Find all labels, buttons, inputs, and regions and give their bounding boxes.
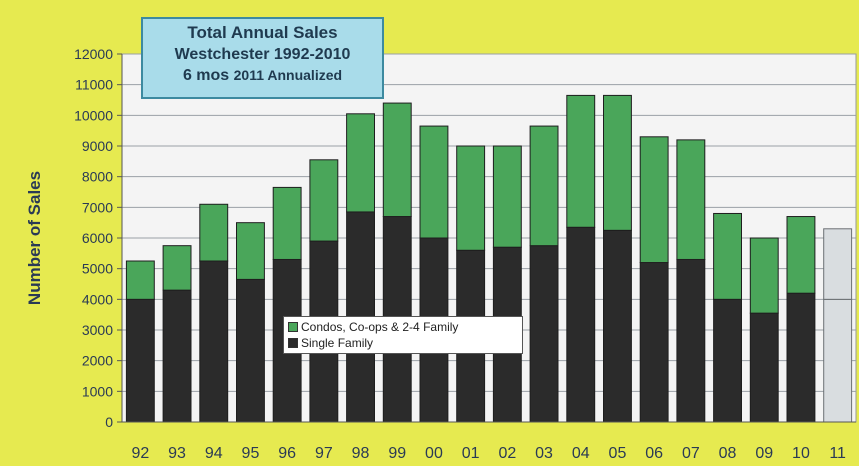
y-tick-label: 9000	[82, 138, 113, 154]
legend-swatch-single-family	[288, 338, 298, 348]
y-tick-label: 12000	[74, 46, 113, 62]
y-tick-label: 3000	[82, 322, 113, 338]
y-tick-label: 2000	[82, 353, 113, 369]
bar-condos-09	[749, 237, 779, 314]
bar-condos-94	[199, 203, 229, 262]
y-tick-label: 5000	[82, 261, 113, 277]
bar-single-family-11	[823, 298, 853, 423]
bar-single-family-07	[676, 258, 706, 423]
chart-legend: Condos, Co-ops & 2-4 Family Single Famil…	[283, 316, 523, 354]
x-tick-label: 09	[755, 445, 773, 462]
title-line-1: Total Annual Sales	[187, 23, 338, 42]
x-tick-label: 05	[609, 445, 627, 462]
x-tick-label: 04	[572, 445, 590, 462]
y-tick-label: 4000	[82, 291, 113, 307]
bar-condos-11	[823, 228, 853, 300]
bar-condos-96	[272, 186, 302, 260]
bar-condos-92	[125, 260, 155, 300]
legend-item-condos: Condos, Co-ops & 2-4 Family	[288, 319, 518, 335]
x-tick-label: 95	[242, 445, 260, 462]
bar-single-family-94	[199, 260, 229, 423]
x-tick-label: 00	[425, 445, 443, 462]
y-axis-label: Number of Sales	[25, 171, 44, 305]
bar-condos-01	[456, 145, 486, 251]
bar-condos-98	[346, 113, 375, 213]
bar-condos-95	[236, 222, 265, 280]
bar-single-family-92	[125, 298, 155, 423]
title-line-3-bold: 6 mos	[182, 67, 230, 84]
bar-condos-08	[713, 212, 742, 300]
bar-condos-99	[382, 102, 412, 218]
bar-single-family-04	[566, 226, 596, 423]
y-tick-label: 6000	[82, 230, 113, 246]
bar-condos-03	[529, 125, 559, 247]
x-tick-label: 10	[792, 445, 810, 462]
y-tick-label: 11000	[75, 77, 113, 93]
x-tick-label: 99	[388, 445, 406, 462]
x-tick-label: 94	[205, 445, 223, 462]
title-line-3-rest: 2011 Annualized	[233, 67, 343, 83]
bar-condos-10	[786, 216, 816, 294]
bar-single-family-09	[749, 312, 779, 423]
bar-condos-06	[639, 136, 669, 264]
x-tick-label: 01	[462, 445, 480, 462]
x-tick-label: 06	[645, 445, 663, 462]
y-tick-label: 7000	[82, 199, 113, 215]
legend-label-condos: Condos, Co-ops & 2-4 Family	[301, 320, 459, 334]
bar-single-family-05	[603, 229, 632, 423]
x-tick-label: 07	[682, 445, 700, 462]
x-tick-label: 02	[498, 445, 516, 462]
title-line-2: Westchester 1992-2010	[174, 46, 351, 63]
bar-condos-93	[162, 245, 192, 291]
bar-condos-00	[419, 125, 449, 239]
bar-single-family-03	[529, 245, 559, 423]
x-tick-label: 11	[829, 445, 846, 462]
x-tick-label: 03	[535, 445, 553, 462]
y-tick-label: 0	[105, 414, 113, 430]
bar-single-family-93	[162, 289, 192, 423]
bar-condos-05	[603, 94, 632, 231]
x-tick-label: 98	[352, 445, 370, 462]
x-tick-label: 08	[719, 445, 737, 462]
bar-condos-97	[309, 159, 339, 242]
x-tick-label: 96	[278, 445, 296, 462]
legend-swatch-condos	[288, 322, 298, 332]
x-tick-label: 97	[315, 445, 333, 462]
bar-single-family-08	[713, 298, 742, 423]
x-tick-label: 92	[131, 445, 149, 462]
y-tick-label: 8000	[82, 169, 113, 185]
bar-condos-04	[566, 94, 596, 228]
bar-single-family-06	[639, 262, 669, 423]
legend-item-single-family: Single Family	[288, 335, 518, 351]
y-tick-label: 10000	[74, 107, 113, 123]
x-tick-label: 93	[168, 445, 186, 462]
y-tick-label: 1000	[82, 383, 113, 399]
chart-title-box: Total Annual Sales Westchester 1992-2010…	[141, 17, 384, 99]
bar-condos-02	[492, 145, 522, 248]
bar-single-family-95	[236, 278, 265, 423]
legend-label-single-family: Single Family	[301, 336, 374, 350]
bar-condos-07	[676, 139, 706, 260]
bar-single-family-10	[786, 292, 816, 423]
title-line-3: 6 mos 2011 Annualized	[143, 67, 382, 85]
